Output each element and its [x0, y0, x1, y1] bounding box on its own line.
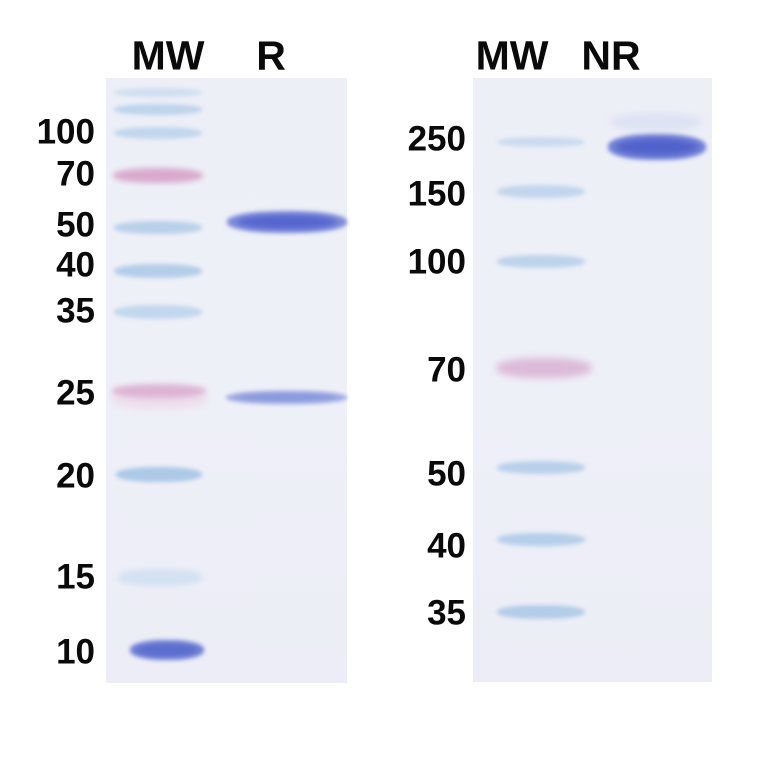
marker-label-40-reduced-gel: 40	[56, 245, 95, 285]
gel-band-ladder-50-nonreduced-gel	[497, 460, 585, 474]
marker-label-100-nonreduced-gel: 100	[407, 242, 466, 282]
gel-band-sample-nr-200k-nonreduced-gel	[608, 134, 706, 160]
gel-band-ladder-150-nonreduced-gel	[497, 184, 585, 198]
marker-label-250-nonreduced-gel: 250	[407, 119, 466, 159]
gel-band-ladder-250-nonreduced-gel	[497, 137, 585, 147]
marker-label-40-nonreduced-gel: 40	[427, 526, 466, 566]
marker-label-70-reduced-gel: 70	[56, 154, 95, 194]
gel-band-core-sample-r-50k-reduced-gel	[236, 214, 338, 230]
gel-band-ladder-35-nonreduced-gel	[497, 605, 585, 619]
marker-label-70-nonreduced-gel: 70	[427, 350, 466, 390]
lane-header-nr-nonreduced-gel: NR	[581, 32, 641, 79]
gel-band-ladder-10-reduced-gel	[130, 640, 204, 660]
marker-label-50-nonreduced-gel: 50	[427, 454, 466, 494]
gel-band-core-sample-r-25k-reduced-gel	[235, 392, 338, 402]
marker-label-25-reduced-gel: 25	[56, 373, 95, 413]
gel-band-ladder-faint-b-reduced-gel	[114, 103, 202, 115]
marker-label-100-reduced-gel: 100	[36, 112, 95, 152]
gel-band-sample-nr-smear-nonreduced-gel	[610, 113, 702, 131]
marker-label-35-nonreduced-gel: 35	[427, 593, 466, 633]
gel-band-core-ladder-10-reduced-gel	[135, 643, 199, 657]
marker-label-150-nonreduced-gel: 150	[407, 174, 466, 214]
gel-band-ladder-35-reduced-gel	[114, 305, 202, 319]
gel-band-ladder-100-nonreduced-gel	[497, 254, 585, 268]
lane-header-mw-reduced-gel: MW	[131, 32, 205, 79]
gel-band-ladder-70-reduced-gel	[113, 167, 203, 183]
gel-band-ladder-40-nonreduced-gel	[497, 532, 585, 546]
gel-band-ladder-50-reduced-gel	[114, 220, 202, 234]
gel-band-ladder-20-reduced-gel	[116, 466, 202, 482]
gel-band-sample-r-25k-reduced-gel	[226, 390, 347, 404]
gel-band-ladder-15-reduced-gel	[118, 568, 202, 586]
gel-band-ladder-100-reduced-gel	[114, 127, 202, 139]
gel-band-ladder-70-nonreduced-gel	[496, 358, 592, 378]
marker-label-35-reduced-gel: 35	[56, 291, 95, 331]
marker-label-50-reduced-gel: 50	[56, 205, 95, 245]
lane-header-r-reduced-gel: R	[256, 32, 286, 79]
gel-band-ladder-faint-a-reduced-gel	[114, 87, 202, 97]
marker-label-20-reduced-gel: 20	[56, 456, 95, 496]
gel-band-sample-r-50k-reduced-gel	[227, 211, 347, 233]
gel-band-core-sample-nr-200k-nonreduced-gel	[615, 138, 699, 156]
marker-label-10-reduced-gel: 10	[56, 632, 95, 672]
gel-band-ladder-25-reduced-gel	[112, 384, 206, 398]
lane-header-mw-nonreduced-gel: MW	[475, 32, 549, 79]
gel-band-ladder-40-reduced-gel	[114, 264, 202, 278]
marker-label-15-reduced-gel: 15	[56, 557, 95, 597]
nonreduced-gel-panel	[473, 78, 712, 682]
